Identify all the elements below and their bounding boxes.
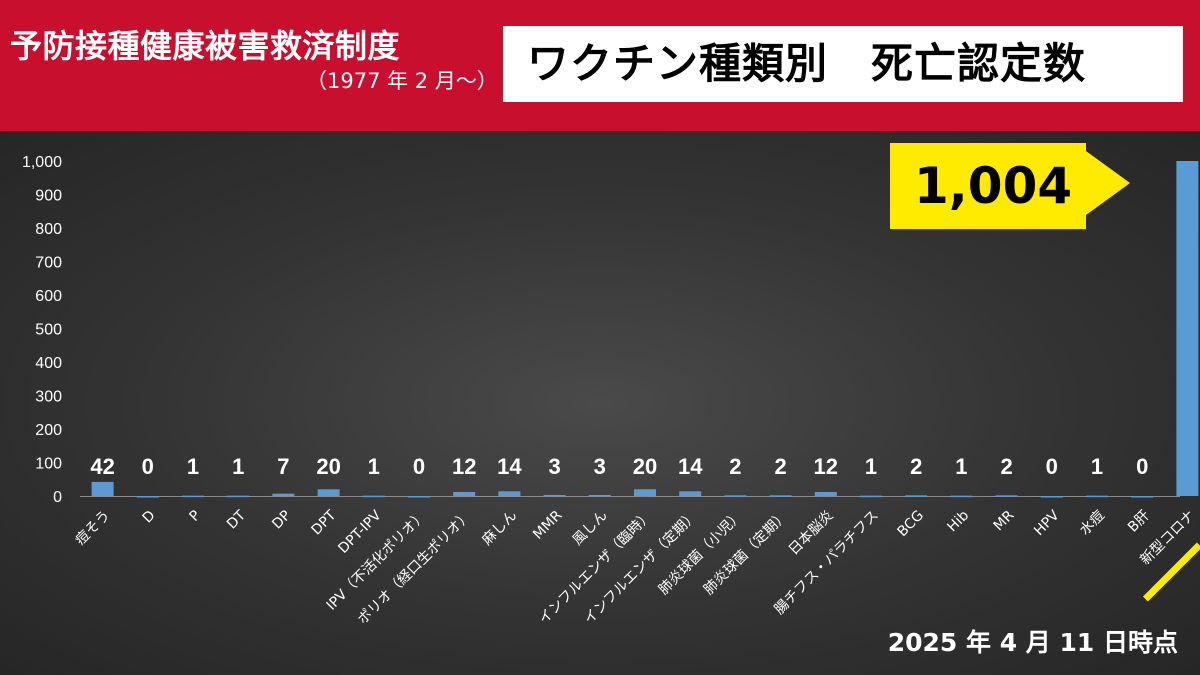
category-label: 麻しん	[479, 508, 520, 549]
category-label: 水痘	[1077, 508, 1108, 539]
bar	[1086, 495, 1108, 498]
data-label: 1	[187, 454, 199, 479]
category-label: BCG	[895, 508, 928, 541]
y-tick-label: 900	[35, 188, 62, 205]
category-label: DP	[269, 508, 294, 533]
data-label: 1	[1091, 454, 1103, 479]
data-label: 20	[633, 454, 657, 479]
category-label: 肺炎球菌（定期）	[701, 508, 792, 599]
bar	[317, 489, 340, 496]
category-label: MR	[991, 507, 1018, 534]
bar	[498, 491, 521, 496]
bar	[724, 495, 747, 497]
bar	[860, 495, 882, 498]
main-title: 予防接種健康被害救済制度	[10, 27, 401, 65]
data-label: 14	[678, 454, 703, 479]
category-label: 痘そう	[72, 508, 113, 549]
data-label: 1	[955, 454, 967, 479]
bar-chart: 01002003004005006007008009001,00042痘そう0D…	[22, 154, 1200, 628]
bar	[543, 494, 566, 497]
data-label: 2	[774, 454, 786, 479]
date-note: 2025 年 4 月 11 日時点	[887, 628, 1178, 657]
bar	[950, 495, 973, 498]
data-label: 0	[1046, 454, 1058, 479]
y-tick-label: 100	[35, 456, 62, 473]
callout-text: 1,004	[914, 157, 1073, 215]
header-banner: 予防接種健康被害救済制度 （1977 年 2 月〜） ワクチン種類別 死亡認定数	[0, 0, 1200, 131]
category-label: P	[187, 508, 204, 525]
bar	[814, 491, 837, 496]
chart-title-box: ワクチン種類別 死亡認定数	[503, 26, 1183, 102]
sub-title: （1977 年 2 月〜）	[306, 69, 498, 93]
bar	[588, 494, 611, 497]
bar	[182, 495, 204, 498]
data-label: 2	[910, 454, 922, 479]
y-tick-label: 1,000	[22, 154, 62, 171]
bar	[272, 493, 295, 496]
data-label: 12	[814, 454, 838, 479]
bar	[91, 481, 114, 496]
value-callout: 1,004	[890, 143, 1130, 229]
data-label: 0	[142, 454, 154, 479]
data-label: 0	[413, 454, 425, 479]
y-tick-label: 400	[35, 355, 62, 372]
data-label: 0	[1136, 454, 1148, 479]
bar	[408, 496, 430, 498]
bar	[227, 495, 250, 498]
y-tick-label: 500	[35, 322, 62, 339]
data-label: 14	[497, 454, 522, 479]
category-label: Hib	[944, 507, 972, 535]
y-tick-label: 600	[35, 288, 62, 305]
category-label: DT	[224, 507, 249, 532]
bar	[905, 495, 928, 497]
data-label: 1	[368, 454, 380, 479]
data-label: 12	[452, 454, 476, 479]
y-tick-label: 700	[35, 255, 62, 272]
category-label: MMR	[530, 507, 565, 542]
category-label: DPT	[308, 507, 339, 538]
bar	[362, 495, 385, 498]
category-label: HPV	[1031, 507, 1063, 539]
category-label: 風しん	[570, 508, 611, 549]
category-label: 肺炎球菌（小児）	[656, 508, 747, 599]
bar	[1040, 496, 1063, 498]
bar	[634, 489, 656, 496]
y-tick-label: 800	[35, 221, 62, 238]
data-label: 20	[316, 454, 340, 479]
bar	[995, 495, 1018, 497]
bar	[679, 491, 702, 496]
data-label: 7	[277, 454, 289, 479]
y-tick-label: 300	[35, 389, 62, 406]
data-label: 1	[232, 454, 244, 479]
left-title-block: 予防接種健康被害救済制度 （1977 年 2 月〜）	[10, 26, 500, 93]
y-tick-label: 0	[53, 489, 62, 506]
data-label: 3	[594, 454, 606, 479]
callout-arrow-shape	[890, 143, 1130, 229]
bar	[1176, 161, 1199, 496]
data-label: 1	[865, 454, 877, 479]
bar	[1131, 496, 1154, 498]
bar	[769, 495, 792, 497]
data-label: 2	[729, 454, 741, 479]
category-label: D	[140, 508, 159, 527]
data-label: 42	[90, 454, 114, 479]
category-label: B肝	[1125, 508, 1153, 536]
bar	[136, 496, 159, 498]
data-label: 3	[548, 454, 560, 479]
data-label: 2	[1000, 454, 1012, 479]
y-tick-label: 200	[35, 422, 62, 439]
bar	[453, 491, 476, 496]
highlight-underline	[1142, 542, 1200, 602]
